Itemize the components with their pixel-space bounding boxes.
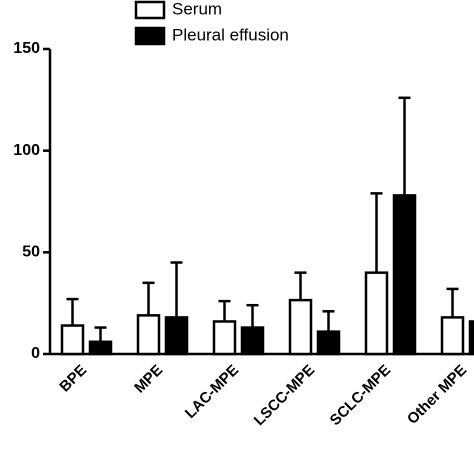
- x-tick-label: SCLC-MPE: [327, 362, 394, 429]
- bar: [440, 316, 465, 356]
- y-tick-label: 50: [22, 244, 40, 261]
- bar: [468, 320, 474, 356]
- legend-label: Pleural effusion: [172, 25, 289, 44]
- y-tick-label: 100: [13, 142, 40, 159]
- bar: [316, 330, 341, 356]
- bar: [60, 324, 85, 356]
- bar: [136, 314, 161, 356]
- x-tick-label: MPE: [131, 362, 166, 397]
- bar: [164, 316, 189, 356]
- legend-label: Serum: [172, 0, 222, 18]
- y-tick-label: 150: [13, 40, 40, 57]
- bar: [392, 194, 417, 356]
- x-tick-label: Other MPE: [404, 362, 470, 428]
- bar: [364, 271, 389, 356]
- bar: [88, 340, 113, 356]
- y-tick-label: 0: [31, 345, 40, 362]
- legend-swatch: [134, 0, 166, 20]
- legend-swatch: [134, 26, 166, 46]
- x-tick-label: LSCC-MPE: [251, 362, 318, 429]
- bar: [212, 320, 237, 356]
- x-tick-label: BPE: [56, 362, 90, 396]
- x-tick-label: LAC-MPE: [182, 362, 242, 422]
- bar: [288, 298, 313, 356]
- bar: [240, 326, 265, 356]
